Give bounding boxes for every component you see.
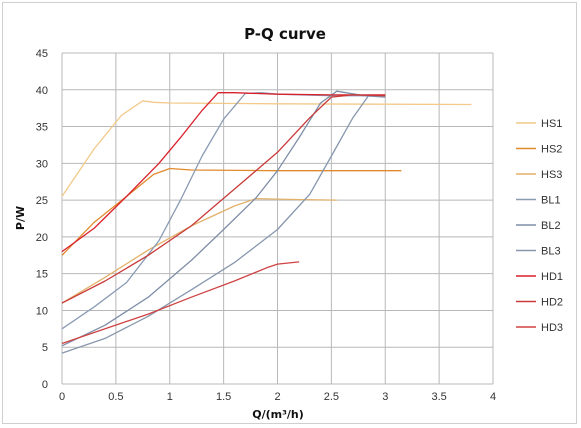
y-tick-label: 40 bbox=[36, 85, 48, 97]
series-line-hs2 bbox=[61, 167, 402, 256]
chart-frame bbox=[2, 2, 577, 424]
series-line-hs3 bbox=[61, 197, 337, 304]
y-tick-label: 10 bbox=[36, 305, 48, 317]
y-tick-label: 30 bbox=[36, 158, 48, 170]
legend-item-hs3: HS3 bbox=[541, 169, 562, 181]
series-line-hs1 bbox=[61, 100, 472, 197]
y-tick-label: 5 bbox=[42, 342, 48, 354]
y-tick-labels: 0 5 10 15 20 25 30 35 40 45 bbox=[36, 48, 48, 391]
y-tick-label: 35 bbox=[36, 122, 48, 134]
x-tick-label: 2.5 bbox=[324, 391, 339, 403]
legend-item-bl3: BL3 bbox=[541, 246, 561, 258]
legend: HS1 HS2 HS3 BL1 BL2 BL3 HD1 HD2 HD3 bbox=[516, 118, 563, 334]
legend-item-hd3: HD3 bbox=[541, 322, 563, 334]
x-tick-label: 3.5 bbox=[431, 391, 446, 403]
series-line-bl3 bbox=[61, 94, 386, 354]
x-tick-label: 1.5 bbox=[216, 391, 231, 403]
series-line-hd1 bbox=[61, 92, 386, 253]
legend-item-hs2: HS2 bbox=[541, 144, 562, 156]
legend-item-hd1: HD1 bbox=[541, 271, 563, 283]
grid-lines bbox=[61, 52, 494, 385]
x-tick-label: 1 bbox=[167, 391, 173, 403]
y-tick-label: 0 bbox=[42, 379, 48, 391]
legend-item-bl2: BL2 bbox=[541, 220, 561, 232]
series-lines bbox=[61, 90, 472, 354]
x-tick-label: 4 bbox=[490, 391, 496, 403]
x-tick-label: 3 bbox=[382, 391, 388, 403]
y-tick-label: 15 bbox=[36, 269, 48, 281]
y-tick-label: 25 bbox=[36, 195, 48, 207]
legend-item-hs1: HS1 bbox=[541, 118, 562, 130]
series-line-hd3 bbox=[61, 261, 300, 345]
legend-item-bl1: BL1 bbox=[541, 195, 561, 207]
x-tick-label: 0 bbox=[59, 391, 65, 403]
series-line-hd2 bbox=[61, 94, 386, 304]
legend-item-hd2: HD2 bbox=[541, 297, 563, 309]
chart-title: P-Q curve bbox=[244, 25, 326, 43]
x-tick-label: 2 bbox=[274, 391, 280, 403]
x-tick-labels: 0 0.5 1 1.5 2 2.5 3 3.5 4 bbox=[59, 391, 496, 403]
x-tick-label: 0.5 bbox=[108, 391, 123, 403]
x-axis-label: Q/(m³/h) bbox=[252, 408, 304, 421]
series-line-bl2 bbox=[61, 90, 386, 347]
y-axis-label: P/W bbox=[14, 206, 27, 230]
y-tick-label: 45 bbox=[36, 48, 48, 60]
y-tick-label: 20 bbox=[36, 232, 48, 244]
